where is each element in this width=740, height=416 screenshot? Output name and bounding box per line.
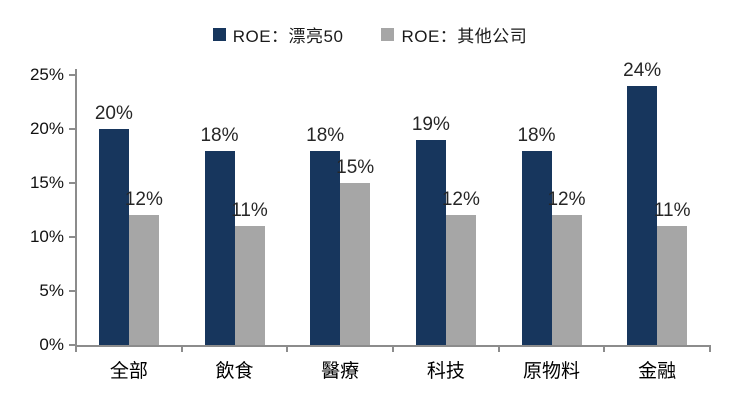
- x-axis-tick: [392, 346, 394, 352]
- bar-series2: [340, 183, 371, 345]
- x-axis-category-label: 金融: [638, 361, 677, 382]
- x-axis-category-label: 飲食: [215, 361, 254, 382]
- legend-swatch-icon: [381, 28, 395, 41]
- bar-series1: [204, 150, 235, 345]
- legend-item: ROE：漂亮50: [212, 22, 344, 47]
- y-axis-tick-label: 20%: [29, 119, 64, 138]
- legend-label: ROE：其他公司: [401, 27, 528, 46]
- bar-value-label: 12%: [441, 189, 480, 211]
- x-axis-tick: [75, 346, 77, 352]
- y-axis-tick: [69, 128, 76, 130]
- bar-value-label: 20%: [94, 103, 133, 124]
- bar-series1: [415, 139, 446, 345]
- y-axis-tick: [69, 182, 76, 184]
- legend-label: ROE：漂亮50: [232, 27, 344, 46]
- legend-swatch-icon: [212, 28, 226, 41]
- y-axis-tick-label: 0%: [39, 335, 64, 354]
- x-axis-category-label: 全部: [109, 361, 148, 382]
- x-axis-category-label: 醫療: [321, 361, 360, 382]
- x-axis-tick: [497, 346, 500, 352]
- y-axis-tick: [69, 290, 76, 292]
- bar-series1: [521, 150, 552, 345]
- bar-series2: [657, 226, 688, 345]
- x-axis-category-label: 科技: [426, 361, 465, 382]
- bar-value-label: 24%: [623, 59, 662, 81]
- y-axis-tick: [69, 74, 76, 76]
- y-axis-tick-label: 25%: [29, 65, 64, 84]
- x-axis-tick: [709, 346, 711, 352]
- bar-value-label: 18%: [517, 124, 556, 146]
- bar-series2: [234, 226, 265, 345]
- bar-series1: [98, 129, 129, 345]
- bar-value-label: 12%: [124, 189, 163, 211]
- x-axis-category-label: 原物料: [522, 361, 580, 382]
- bar-series1: [627, 85, 658, 345]
- bar-series2: [551, 215, 582, 345]
- bar-value-label: 11%: [653, 200, 691, 222]
- bar-value-label: 15%: [336, 157, 375, 178]
- y-axis-tick: [69, 236, 76, 238]
- bar-series2: [128, 215, 159, 345]
- bar-value-label: 19%: [411, 113, 450, 135]
- y-axis-tick-label: 5%: [39, 281, 64, 300]
- y-axis-tick-label: 10%: [29, 227, 64, 246]
- y-axis-tick-label: 15%: [29, 173, 64, 192]
- bar-value-label: 11%: [231, 200, 268, 222]
- legend-item: ROE：其他公司: [381, 22, 527, 47]
- bar-value-label: 12%: [547, 189, 586, 211]
- x-axis-tick: [603, 346, 606, 352]
- y-axis-line: [75, 69, 77, 347]
- bar-value-label: 18%: [306, 124, 345, 146]
- bar-value-label: 18%: [200, 124, 239, 146]
- x-axis-tick: [286, 346, 289, 352]
- bar-series2: [445, 215, 476, 345]
- legend: ROE：漂亮50 ROE：其他公司: [0, 22, 740, 47]
- x-axis-tick: [180, 346, 183, 352]
- bar-series1: [310, 150, 341, 345]
- y-axis-tick: [69, 344, 76, 346]
